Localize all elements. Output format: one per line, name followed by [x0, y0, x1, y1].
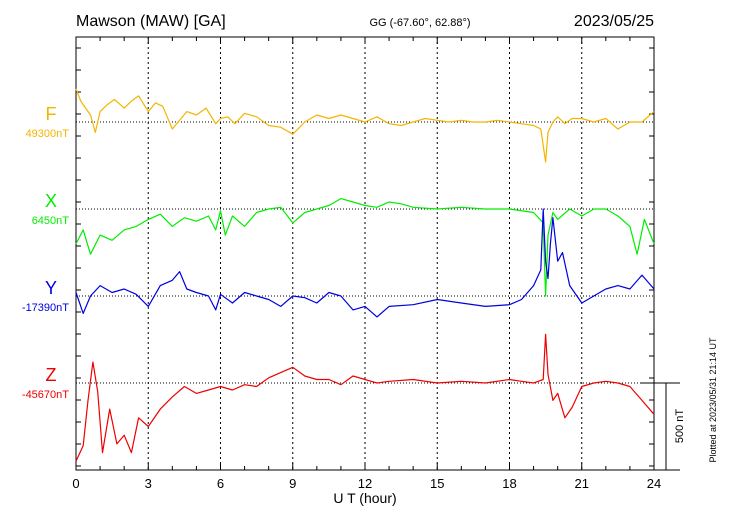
- x-tick-label: 21: [575, 476, 589, 491]
- series-name-f: F: [46, 104, 57, 124]
- x-tick-label: 9: [289, 476, 296, 491]
- x-axis-label: U T (hour): [333, 490, 396, 506]
- coordinates-label: GG (-67.60°, 62.88°): [369, 17, 470, 29]
- baseline-value-z: -45670nT: [22, 389, 69, 401]
- series-line-x: [75, 198, 655, 297]
- station-title: Mawson (MAW) [GA]: [76, 13, 226, 30]
- x-tick-labels: 0 3 6 9 12 15 18 21 24: [72, 476, 661, 491]
- x-tick-label: 18: [502, 476, 516, 491]
- x-tick-label: 15: [430, 476, 444, 491]
- vertical-gridlines: [147, 37, 583, 470]
- series-line-z: [75, 333, 655, 462]
- series-line-f: [75, 88, 655, 163]
- series-lines: [75, 88, 655, 462]
- series-name-z: Z: [46, 365, 57, 385]
- plotted-timestamp: Plotted at 2023/05/31 21:14 UT: [708, 337, 718, 463]
- series-labels: F 49300nT X 6450nT Y -17390nT Z -45670nT: [22, 104, 69, 401]
- x-tick-label: 3: [145, 476, 152, 491]
- x-tick-label: 6: [217, 476, 224, 491]
- scale-bar-label: 500 nT: [674, 409, 686, 444]
- x-tick-label: 0: [72, 476, 79, 491]
- series-line-y: [75, 208, 655, 318]
- x-tick-label: 24: [647, 476, 661, 491]
- series-name-y: Y: [45, 278, 57, 298]
- x-tick-label: 12: [358, 476, 372, 491]
- date-label: 2023/05/25: [574, 13, 654, 30]
- baseline-value-x: 6450nT: [32, 215, 70, 227]
- baseline-value-f: 49300nT: [26, 128, 70, 140]
- series-name-x: X: [45, 191, 57, 211]
- scale-bar: 500 nT: [640, 382, 686, 471]
- baseline-value-y: -17390nT: [22, 302, 69, 314]
